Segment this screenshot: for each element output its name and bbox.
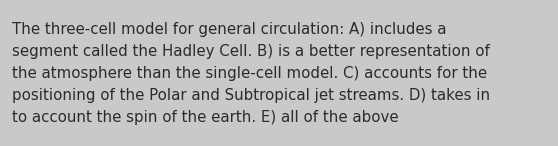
Text: segment called the Hadley Cell. B) is a better representation of: segment called the Hadley Cell. B) is a …: [12, 44, 490, 59]
Text: The three-cell model for general circulation: A) includes a: The three-cell model for general circula…: [12, 22, 446, 37]
Text: to account the spin of the earth. E) all of the above: to account the spin of the earth. E) all…: [12, 110, 398, 125]
Text: positioning of the Polar and Subtropical jet streams. D) takes in: positioning of the Polar and Subtropical…: [12, 88, 490, 103]
Text: the atmosphere than the single-cell model. C) accounts for the: the atmosphere than the single-cell mode…: [12, 66, 487, 81]
